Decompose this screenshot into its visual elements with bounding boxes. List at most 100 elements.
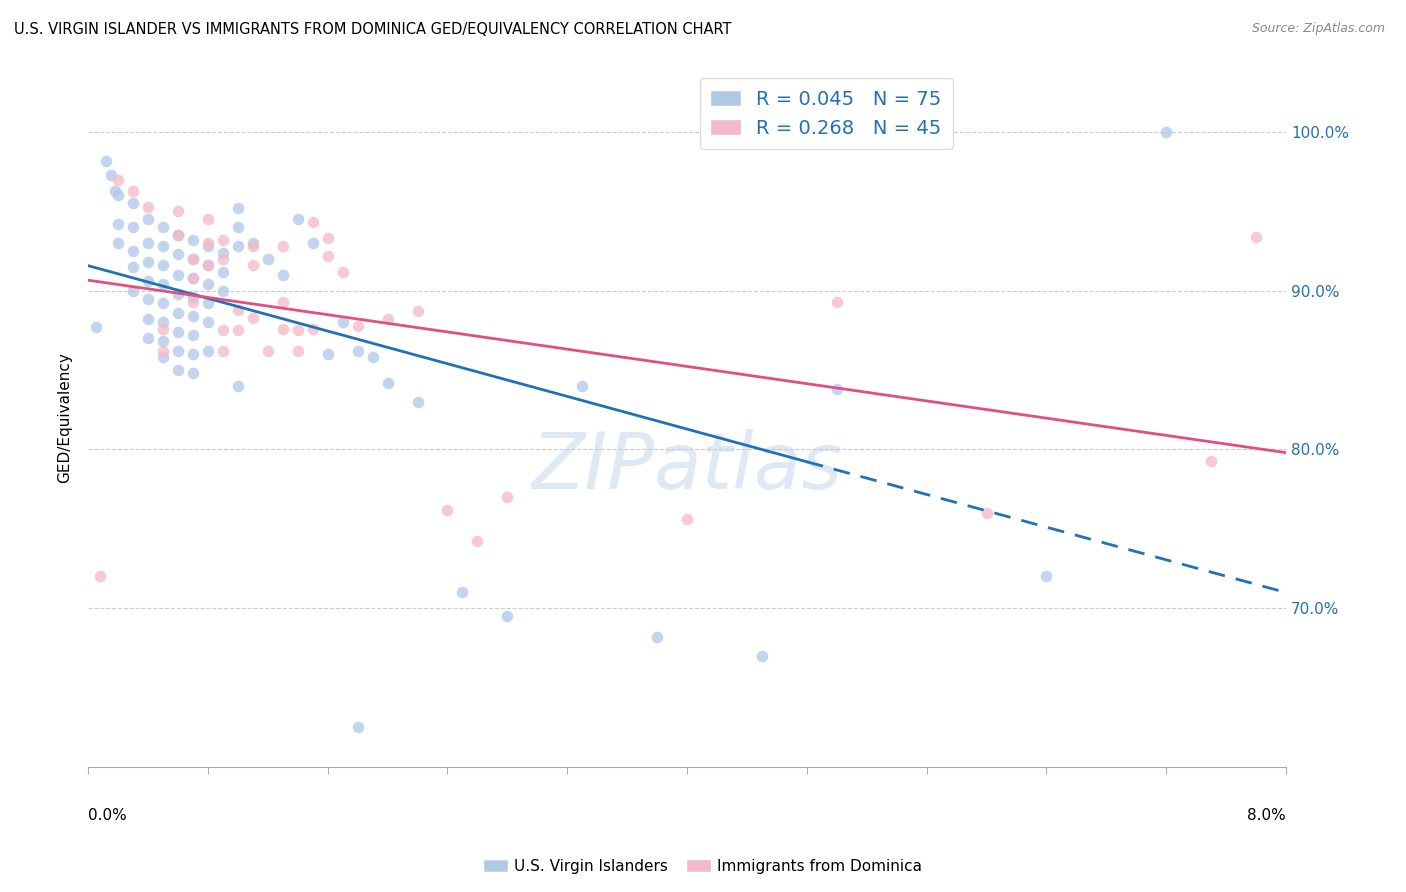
- Point: [136, 200, 159, 214]
- Point: [181, 309, 204, 323]
- Point: [496, 490, 519, 504]
- Point: [122, 244, 145, 258]
- Point: [271, 322, 294, 336]
- Point: [226, 379, 249, 393]
- Point: [136, 255, 159, 269]
- Point: [136, 274, 159, 288]
- Point: [645, 630, 668, 644]
- Point: [152, 344, 174, 359]
- Point: [212, 344, 235, 359]
- Point: [496, 609, 519, 624]
- Point: [287, 212, 309, 227]
- Point: [242, 310, 264, 325]
- Point: [181, 271, 204, 285]
- Legend: U.S. Virgin Islanders, Immigrants from Dominica: U.S. Virgin Islanders, Immigrants from D…: [478, 853, 928, 880]
- Point: [167, 363, 190, 377]
- Point: [152, 351, 174, 365]
- Point: [346, 318, 368, 333]
- Point: [122, 284, 145, 298]
- Text: U.S. VIRGIN ISLANDER VS IMMIGRANTS FROM DOMINICA GED/EQUIVALENCY CORRELATION CHA: U.S. VIRGIN ISLANDER VS IMMIGRANTS FROM …: [14, 22, 731, 37]
- Point: [167, 268, 190, 282]
- Point: [226, 201, 249, 215]
- Y-axis label: GED/Equivalency: GED/Equivalency: [58, 352, 72, 483]
- Point: [181, 366, 204, 380]
- Point: [181, 347, 204, 361]
- Point: [406, 394, 429, 409]
- Point: [976, 506, 998, 520]
- Point: [136, 292, 159, 306]
- Point: [825, 294, 848, 309]
- Point: [212, 265, 235, 279]
- Point: [377, 376, 399, 390]
- Point: [152, 220, 174, 235]
- Point: [152, 277, 174, 292]
- Legend: R = 0.045   N = 75, R = 0.268   N = 45: R = 0.045 N = 75, R = 0.268 N = 45: [700, 78, 953, 149]
- Point: [271, 268, 294, 282]
- Point: [122, 260, 145, 274]
- Point: [271, 239, 294, 253]
- Point: [197, 239, 219, 253]
- Point: [167, 247, 190, 261]
- Point: [122, 184, 145, 198]
- Point: [467, 534, 489, 549]
- Point: [152, 258, 174, 272]
- Point: [197, 344, 219, 359]
- Point: [167, 228, 190, 243]
- Text: Source: ZipAtlas.com: Source: ZipAtlas.com: [1251, 22, 1385, 36]
- Point: [301, 322, 323, 336]
- Point: [1154, 125, 1177, 139]
- Point: [136, 331, 159, 345]
- Point: [571, 379, 593, 393]
- Point: [167, 306, 190, 320]
- Point: [226, 323, 249, 337]
- Point: [332, 315, 354, 329]
- Point: [1244, 229, 1267, 244]
- Point: [107, 172, 129, 186]
- Point: [167, 344, 190, 359]
- Point: [242, 239, 264, 253]
- Point: [100, 168, 122, 182]
- Point: [316, 347, 339, 361]
- Point: [152, 315, 174, 329]
- Point: [197, 315, 219, 329]
- Point: [197, 277, 219, 292]
- Point: [287, 323, 309, 337]
- Point: [226, 239, 249, 253]
- Point: [167, 204, 190, 219]
- Point: [181, 290, 204, 304]
- Point: [152, 296, 174, 310]
- Point: [346, 720, 368, 734]
- Point: [1035, 569, 1057, 583]
- Point: [256, 344, 278, 359]
- Text: ZIPatlas: ZIPatlas: [531, 428, 842, 505]
- Point: [287, 344, 309, 359]
- Text: 0.0%: 0.0%: [89, 808, 127, 823]
- Point: [181, 271, 204, 285]
- Point: [136, 312, 159, 326]
- Point: [316, 231, 339, 245]
- Point: [167, 228, 190, 243]
- Point: [197, 212, 219, 227]
- Point: [212, 323, 235, 337]
- Point: [167, 325, 190, 339]
- Point: [152, 239, 174, 253]
- Point: [136, 212, 159, 227]
- Point: [825, 382, 848, 396]
- Point: [361, 351, 384, 365]
- Point: [377, 312, 399, 326]
- Text: 8.0%: 8.0%: [1247, 808, 1286, 823]
- Point: [197, 258, 219, 272]
- Point: [122, 196, 145, 211]
- Point: [226, 302, 249, 317]
- Point: [167, 286, 190, 301]
- Point: [242, 258, 264, 272]
- Point: [197, 296, 219, 310]
- Point: [152, 334, 174, 349]
- Point: [226, 220, 249, 235]
- Point: [436, 502, 458, 516]
- Point: [212, 284, 235, 298]
- Point: [197, 236, 219, 251]
- Point: [181, 328, 204, 343]
- Point: [212, 252, 235, 266]
- Point: [242, 236, 264, 251]
